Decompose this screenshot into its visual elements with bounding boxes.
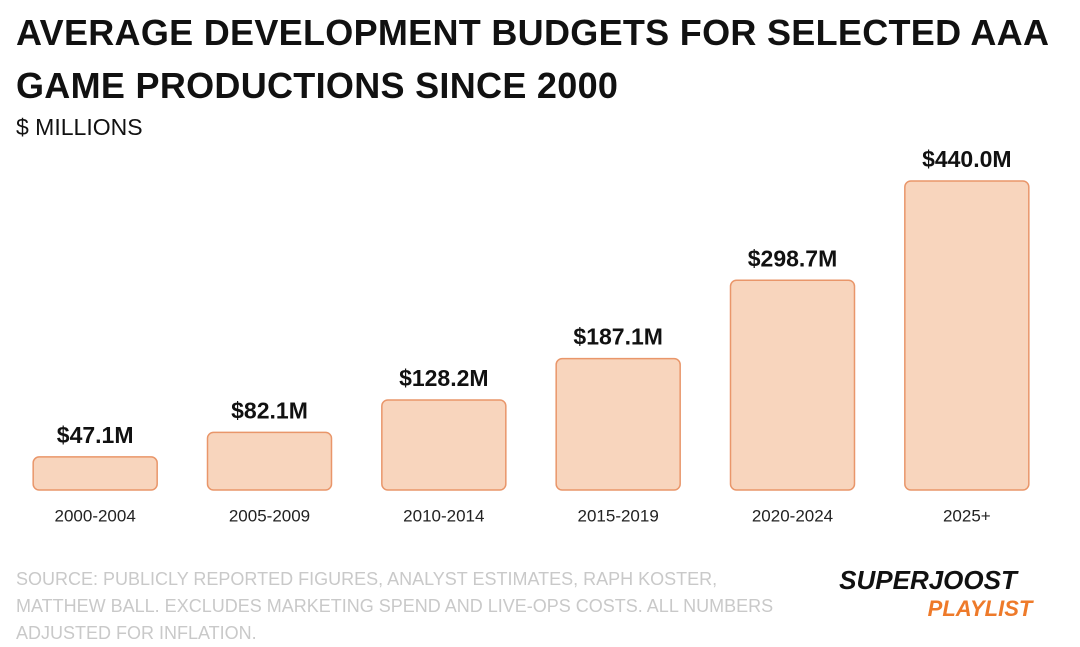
source-note: SOURCE: PUBLICLY REPORTED FIGURES, ANALY… <box>16 569 774 643</box>
x-tick-label: 2025+ <box>943 506 991 525</box>
value-label: $128.2M <box>399 365 489 391</box>
value-label: $82.1M <box>231 397 308 423</box>
bar <box>381 399 507 491</box>
value-label: $187.1M <box>573 324 663 350</box>
bar <box>904 180 1030 491</box>
logo-top: SUPERJOOST <box>839 565 1019 595</box>
bar <box>555 357 681 491</box>
logo-bottom: PLAYLIST <box>928 596 1034 621</box>
value-label: $440.0M <box>922 146 1012 172</box>
x-tick-label: 2005-2009 <box>229 506 310 525</box>
x-tick-label: 2000-2004 <box>55 506 136 525</box>
bar <box>32 456 158 491</box>
value-label: $47.1M <box>57 422 134 448</box>
chart-title: AVERAGE DEVELOPMENT BUDGETS FOR SELECTED… <box>16 12 1048 106</box>
value-label: $298.7M <box>748 245 838 271</box>
x-tick-label: 2020-2024 <box>752 506 833 525</box>
bar <box>729 279 856 491</box>
x-tick-label: 2010-2014 <box>403 506 484 525</box>
chart-subtitle: $ MILLIONS <box>16 114 143 140</box>
bar <box>206 431 333 491</box>
x-tick-label: 2015-2019 <box>578 506 659 525</box>
